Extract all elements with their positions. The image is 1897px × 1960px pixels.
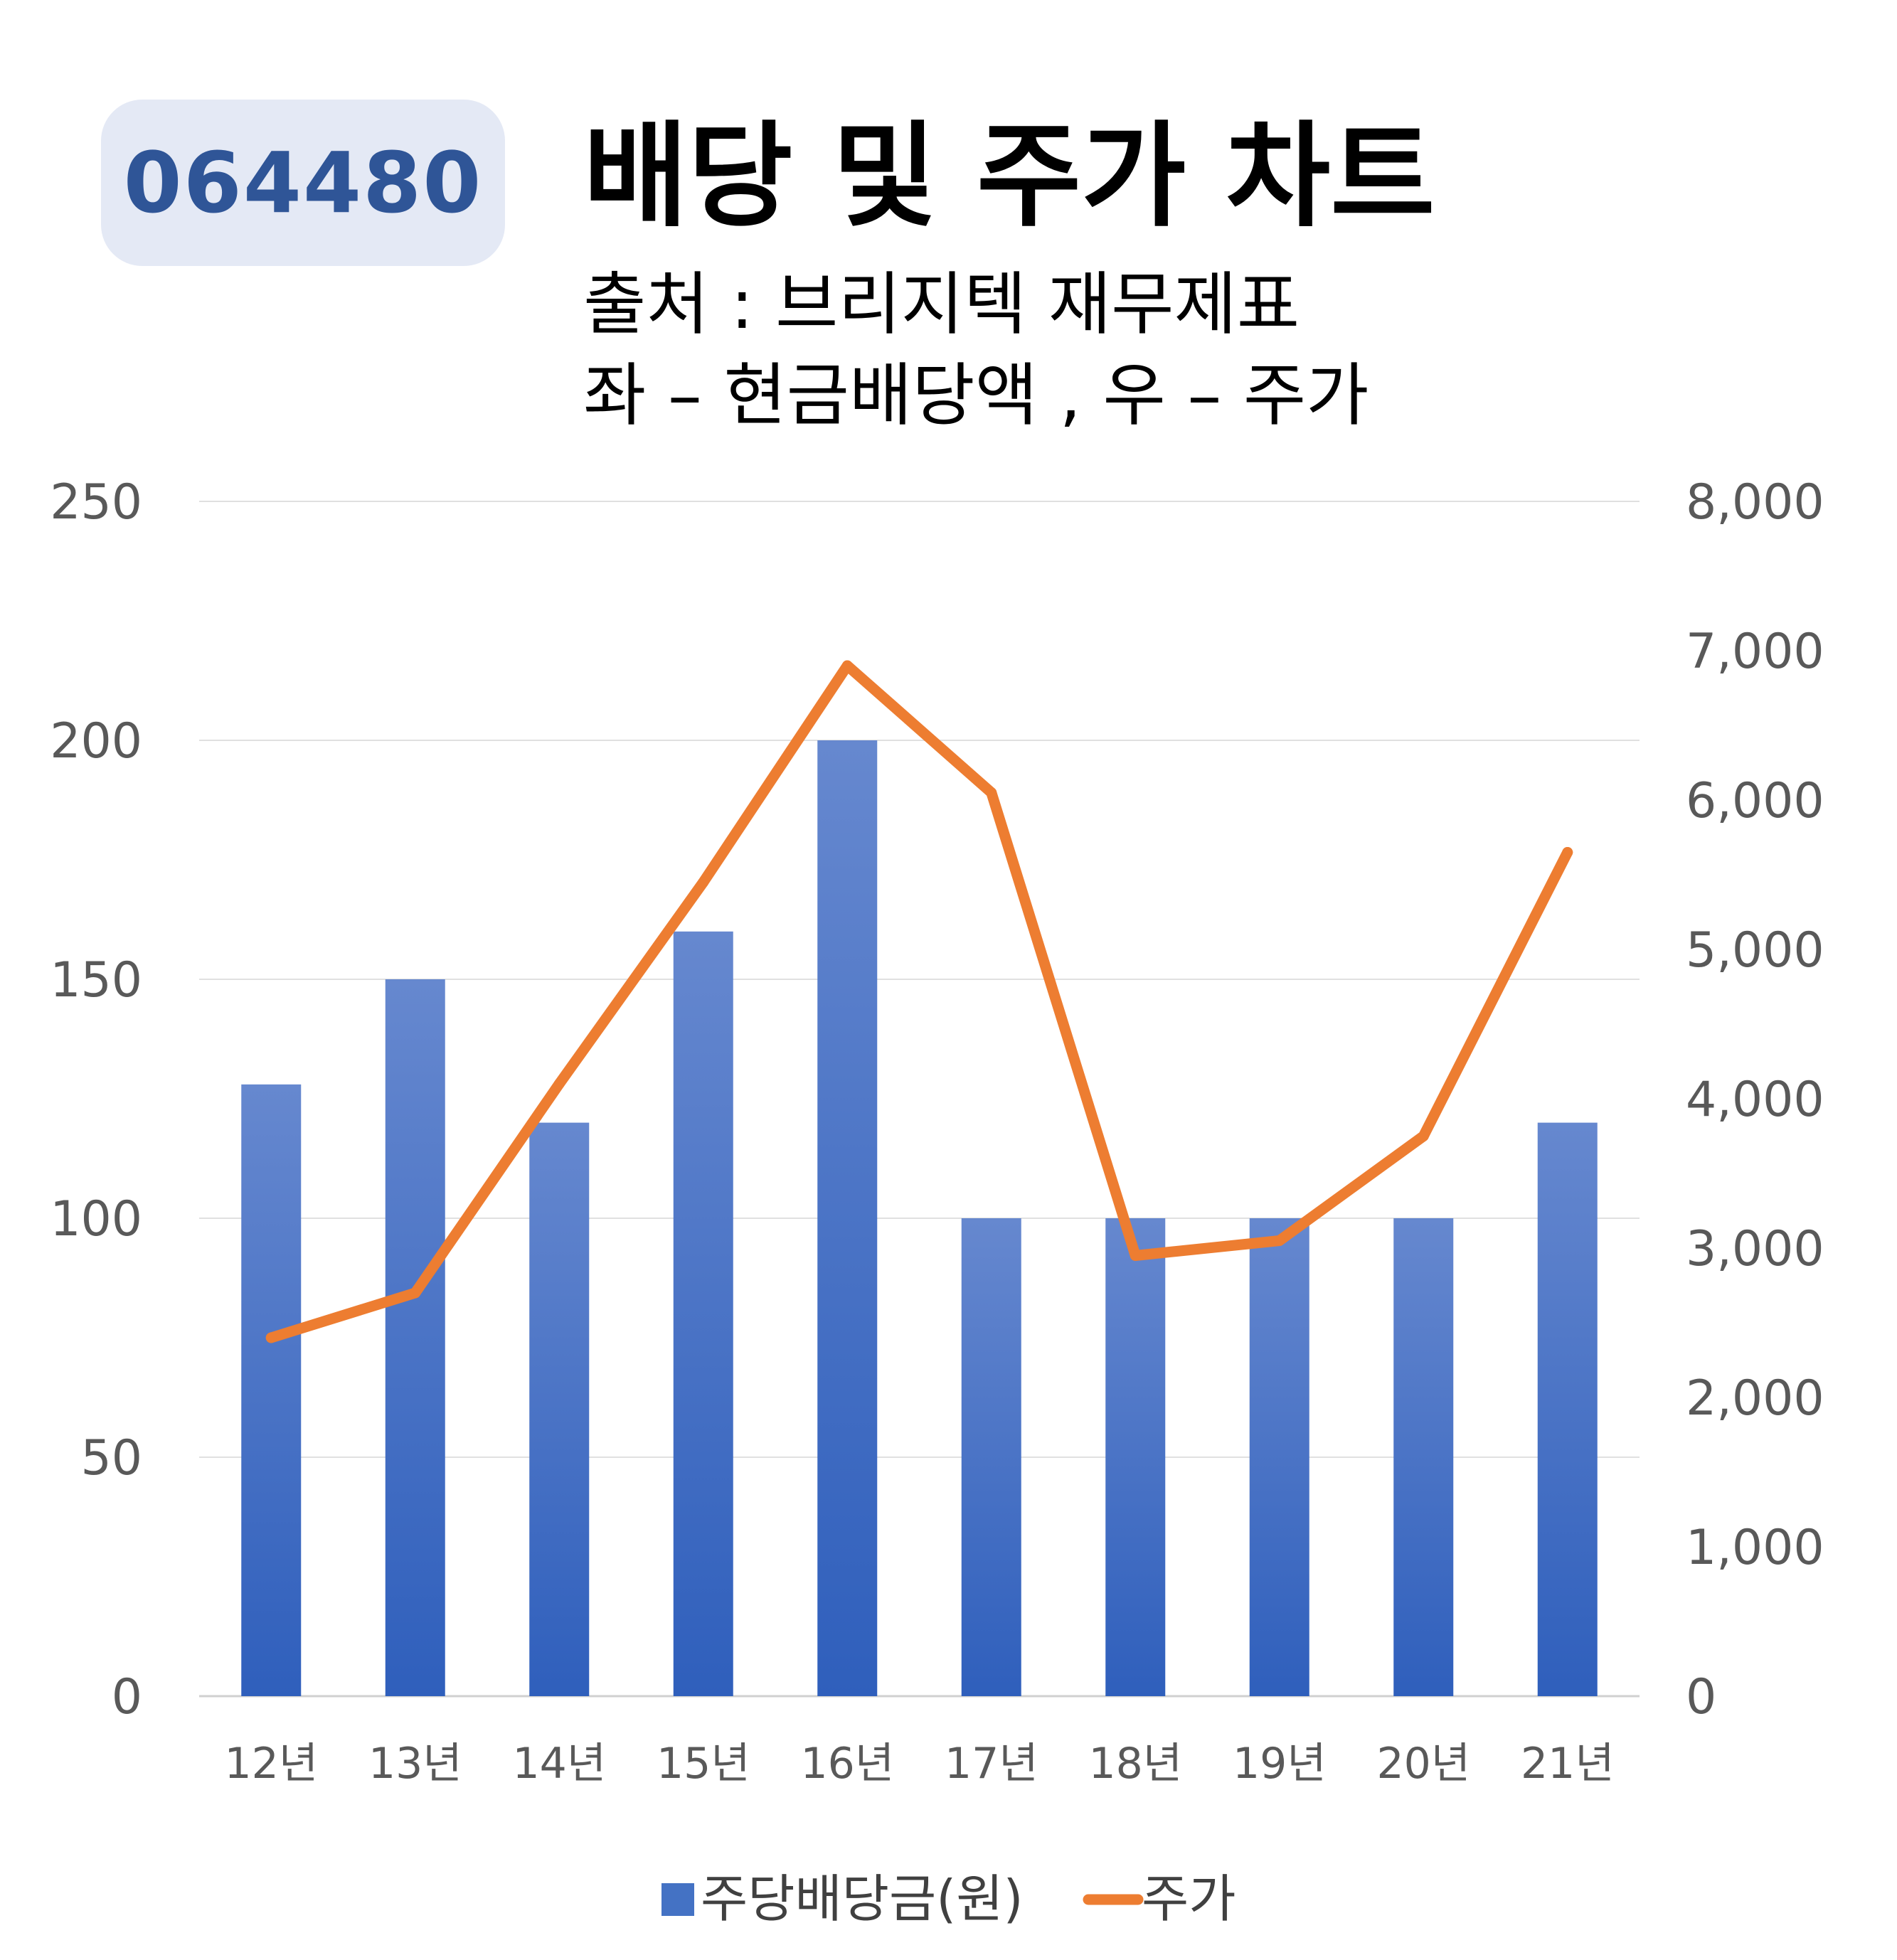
bar-series [241,740,1598,1696]
price-point-15년 [698,877,709,888]
x-tick-label: 13년 [368,1739,462,1789]
bar-19년 [1249,1218,1309,1696]
price-point-18년 [1130,1250,1141,1261]
price-point-14년 [553,1078,565,1090]
stock-code-badge: 064480 [101,100,505,266]
left-tick-label: 100 [50,1191,142,1247]
bar-16년 [817,740,878,1696]
x-tick-label: 18년 [1088,1739,1182,1789]
legend-line-label: 주가 [1142,1869,1236,1929]
price-point-21년 [1562,847,1573,858]
bar-20년 [1393,1218,1454,1696]
bar-14년 [529,1122,590,1696]
right-tick-label: 0 [1686,1669,1716,1725]
left-tick-label: 50 [80,1430,142,1486]
legend-bar-label: 주당배당금(원) [701,1869,1024,1929]
right-tick-label: 5,000 [1686,922,1824,979]
price-point-19년 [1274,1235,1285,1246]
x-tick-label: 14년 [512,1739,606,1789]
x-tick-label: 20년 [1376,1739,1470,1789]
right-tick-label: 1,000 [1686,1520,1824,1576]
chart-title: 배당 및 주가 차트 [583,110,1435,243]
bar-13년 [385,979,445,1696]
bar-17년 [961,1218,1021,1696]
left-tick-label: 150 [50,952,142,1008]
left-tick-label: 250 [50,474,142,531]
chart-source: 출처 : 브리지텍 재무제표 [583,265,1300,344]
right-tick-label: 8,000 [1686,474,1824,531]
left-axis: 0 50 100 150 200 250 [50,474,142,1725]
right-tick-label: 4,000 [1686,1072,1824,1128]
legend-bar-swatch [661,1883,694,1916]
bar-18년 [1105,1218,1166,1696]
legend: 주당배당금(원) 주가 [661,1869,1236,1929]
right-tick-label: 2,000 [1686,1370,1824,1427]
line-series [265,660,1573,1343]
x-tick-label: 19년 [1233,1739,1327,1789]
x-axis: 12년 13년 14년 15년 16년 17년 18년 19년 20년 21년 [224,1739,1614,1789]
price-line [265,660,1573,1343]
axis-description: 좌 – 현금배당액 , 우 – 주가 [583,356,1369,435]
x-tick-label: 21년 [1521,1739,1615,1789]
bar-12년 [241,1084,302,1696]
right-tick-label: 7,000 [1686,624,1824,680]
x-tick-label: 17년 [945,1739,1038,1789]
x-tick-label: 12년 [224,1739,318,1789]
x-tick-label: 15년 [657,1739,750,1789]
bar-15년 [673,931,733,1696]
stock-code: 064480 [123,134,483,232]
bar-21년 [1537,1122,1598,1696]
x-tick-label: 16년 [800,1739,894,1789]
price-point-16년 [841,660,853,671]
price-point-17년 [986,787,997,798]
right-tick-label: 3,000 [1686,1221,1824,1277]
right-axis: 0 1,000 2,000 3,000 4,000 5,000 6,000 7,000 8,00… [1686,474,1824,1725]
left-tick-label: 0 [112,1669,142,1725]
price-point-12년 [265,1332,277,1343]
price-point-20년 [1418,1131,1429,1141]
left-tick-label: 200 [50,713,142,769]
price-point-13년 [410,1287,421,1299]
right-tick-label: 6,000 [1686,773,1824,829]
